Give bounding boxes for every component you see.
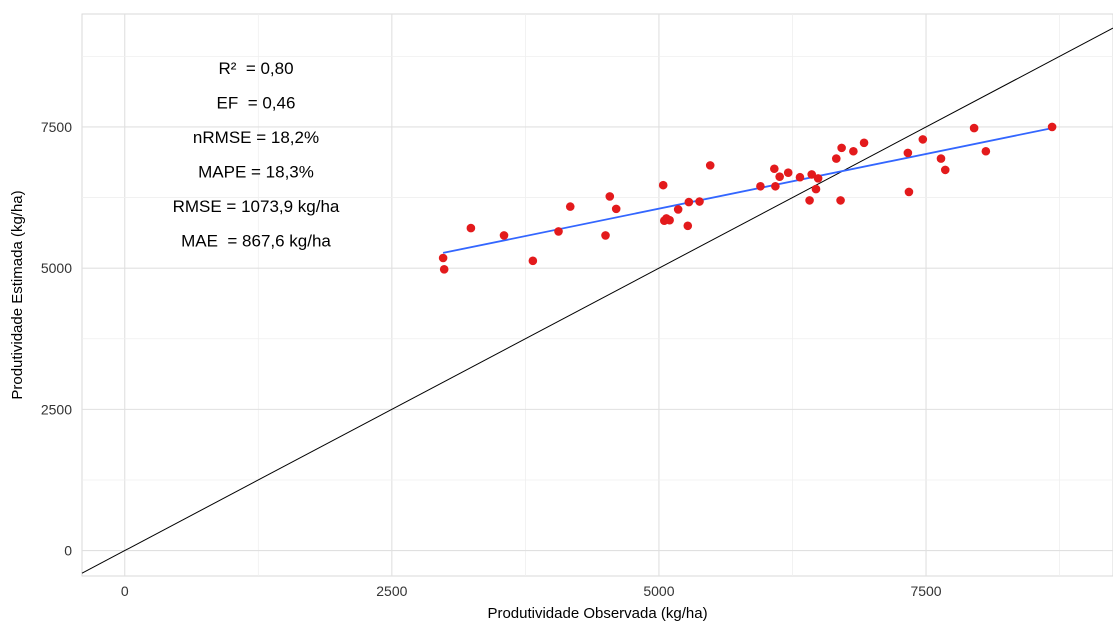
stat-line: EF = 0,46: [217, 94, 296, 113]
x-tick-label: 7500: [910, 583, 941, 599]
data-point: [795, 172, 805, 182]
data-point: [658, 180, 668, 190]
data-point: [849, 146, 858, 156]
reference-lines: [81, 27, 1113, 574]
x-tick-label: 5000: [643, 583, 674, 599]
data-point: [466, 223, 476, 233]
data-point: [981, 146, 991, 156]
data-point: [837, 143, 846, 153]
axis-ticks: 0 2500 5000 7500 0 2500 5000 7500: [41, 119, 942, 599]
data-point: [695, 197, 704, 206]
data-point: [565, 202, 575, 211]
data-point: [831, 154, 841, 163]
data-point: [705, 161, 715, 170]
data-point: [903, 148, 913, 158]
data-point: [805, 196, 814, 205]
data-point: [673, 205, 683, 214]
data-point: [811, 184, 821, 194]
y-tick-label: 7500: [41, 119, 72, 135]
y-axis-title: Produtividade Estimada (kg/ha): [9, 190, 26, 399]
data-point: [770, 164, 779, 174]
data-point: [807, 170, 817, 179]
data-point: [438, 253, 448, 263]
data-point: [969, 123, 979, 133]
data-point: [783, 168, 793, 178]
data-point: [859, 138, 869, 148]
data-point: [918, 135, 928, 144]
y-tick-label: 2500: [41, 401, 72, 417]
data-point: [684, 197, 694, 207]
data-point: [601, 231, 610, 240]
y-tick-label: 0: [64, 543, 72, 559]
data-point: [605, 192, 615, 201]
x-tick-label: 2500: [376, 583, 407, 599]
identity-line: [81, 27, 1113, 574]
data-points: [438, 122, 1057, 274]
data-point: [439, 265, 449, 274]
data-point: [836, 196, 845, 205]
data-point: [904, 187, 914, 197]
data-point: [611, 204, 621, 214]
statistics-annotation: R² = 0,80 EF = 0,46 nRMSE = 18,2% MAPE = 18…: [173, 59, 340, 251]
data-point: [775, 172, 784, 181]
data-point: [554, 227, 563, 236]
stat-line: nRMSE = 18,2%: [193, 128, 319, 147]
x-axis-title: Produtividade Observada (kg/ha): [487, 605, 707, 622]
data-point: [756, 181, 765, 191]
data-point: [936, 154, 946, 163]
stat-line: R² = 0,80: [218, 59, 293, 78]
data-point: [813, 174, 823, 183]
data-point: [528, 256, 538, 266]
stat-line: MAPE = 18,3%: [198, 163, 314, 182]
y-tick-label: 5000: [41, 260, 72, 276]
data-point: [771, 181, 780, 191]
data-point: [940, 165, 950, 175]
stat-line: MAE = 867,6 kg/ha: [181, 232, 331, 251]
data-point: [665, 215, 674, 225]
stat-line: RMSE = 1073,9 kg/ha: [173, 197, 340, 216]
regression-line: [442, 127, 1053, 254]
data-point: [499, 231, 509, 240]
data-point: [683, 221, 693, 231]
x-tick-label: 0: [121, 583, 129, 599]
data-point: [1047, 122, 1057, 132]
